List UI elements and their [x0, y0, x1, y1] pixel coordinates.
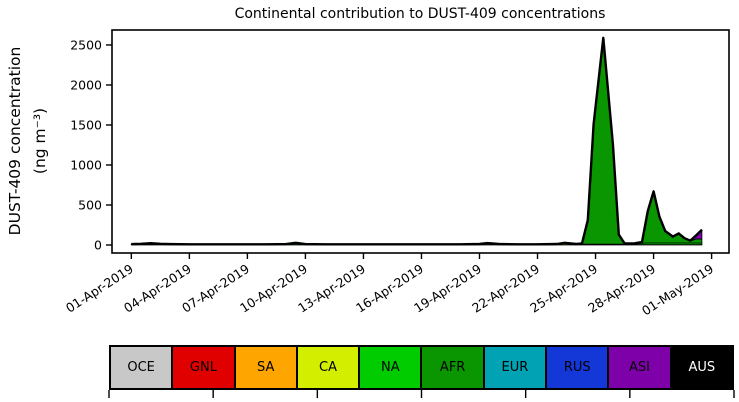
plot-border	[111, 29, 730, 254]
legend-item-label: SA	[257, 360, 275, 375]
y-axis-ticks: 0 500 1000 1500 2000 2500	[70, 37, 112, 252]
x-axis-ticks: 01-Apr-201904-Apr-201907-Apr-201910-Apr-…	[63, 253, 716, 318]
legend-item-label: RUS	[563, 360, 591, 375]
y-tick-label: 2500	[70, 37, 102, 52]
legend-item-na: NA	[358, 345, 423, 390]
legend-item-gnl: GNL	[171, 345, 236, 390]
legend-item-label: AFR	[439, 360, 466, 375]
y-axis-label-line1: DUST-409 concentration	[6, 47, 24, 236]
total-concentration-line	[131, 36, 703, 246]
legend-item-label: CA	[319, 360, 338, 375]
chart-title: Continental contribution to DUST-409 con…	[235, 6, 606, 22]
legend-item-eur: EUR	[482, 345, 548, 390]
y-tick-label: 2000	[70, 77, 102, 92]
legend-item-oce: OCE	[109, 345, 174, 390]
y-tick-label: 500	[78, 197, 102, 212]
legend: OCE GNL SA CA NA AFR EUR RUS ASI AUS	[109, 345, 734, 390]
legend-item-sa: SA	[233, 345, 298, 390]
legend-item-ca: CA	[295, 345, 361, 390]
legend-item-rus: RUS	[545, 345, 610, 390]
legend-item-asi: ASI	[607, 345, 672, 390]
legend-item-label: OCE	[127, 360, 155, 375]
legend-item-label: ASI	[629, 360, 651, 375]
legend-item-aus: AUS	[669, 345, 734, 390]
legend-axis-ticks	[108, 390, 735, 398]
y-axis-label-line2: (ng m⁻³)	[31, 108, 49, 174]
legend-item-label: NA	[381, 360, 400, 375]
legend-item-label: EUR	[501, 360, 529, 375]
legend-item-label: AUS	[688, 360, 716, 375]
y-tick-label: 0	[94, 237, 102, 252]
legend-item-afr: AFR	[420, 345, 485, 390]
y-tick-label: 1000	[70, 157, 102, 172]
y-tick-label: 1500	[70, 117, 102, 132]
legend-item-label: GNL	[189, 360, 217, 375]
